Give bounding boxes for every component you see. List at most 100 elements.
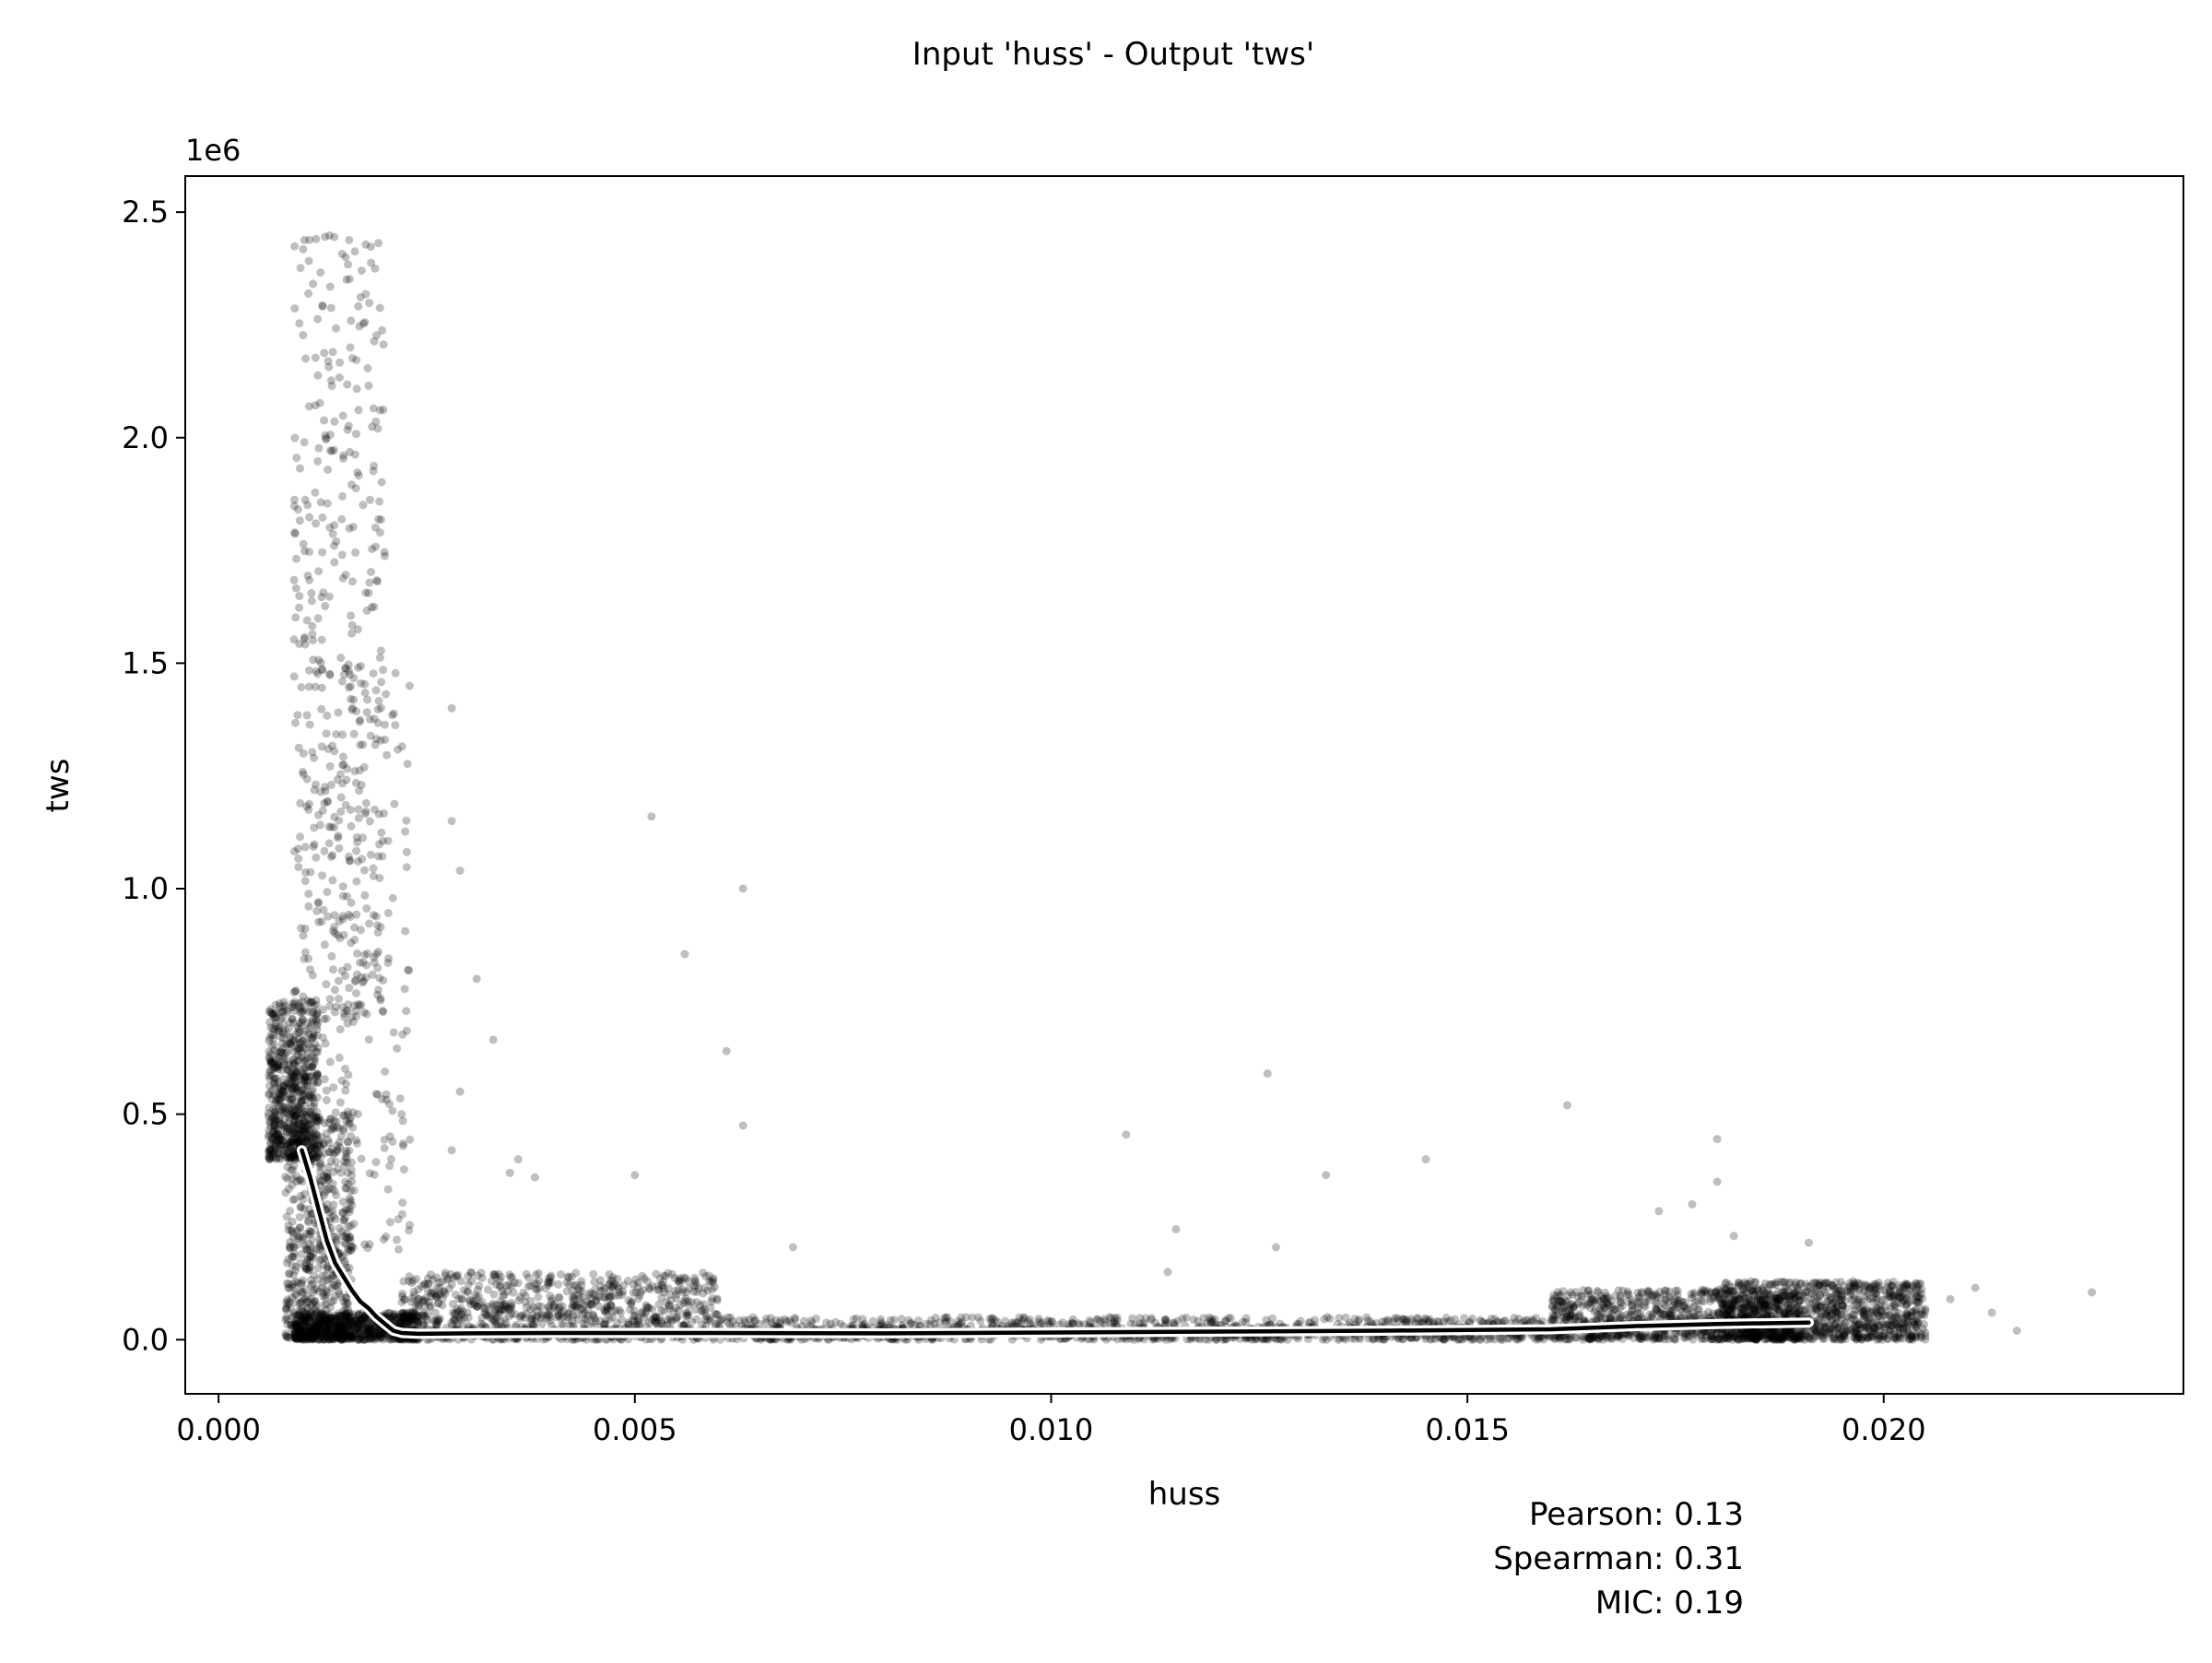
- scatter-point: [271, 1096, 280, 1105]
- scatter-point: [299, 1134, 308, 1143]
- scatter-point: [344, 1234, 353, 1244]
- scatter-point: [310, 1153, 319, 1162]
- scatter-point: [271, 1111, 280, 1120]
- scatter-point: [371, 686, 381, 695]
- scatter-point: [269, 1079, 278, 1088]
- scatter-point: [314, 443, 324, 453]
- scatter-point: [312, 1069, 321, 1079]
- scatter-point: [320, 348, 329, 358]
- scatter-point: [294, 1044, 303, 1053]
- scatter-point: [286, 1038, 294, 1047]
- scatter-point: [289, 1252, 299, 1261]
- scatter-point: [588, 1310, 597, 1319]
- scatter-point: [307, 596, 316, 606]
- scatter-point: [279, 1029, 288, 1038]
- scatter-point: [278, 1140, 288, 1150]
- scatter-point: [316, 268, 325, 277]
- scatter-point: [286, 1244, 295, 1253]
- scatter-point: [339, 1111, 347, 1120]
- scatter-point: [338, 411, 347, 420]
- scatter-point: [293, 1022, 301, 1032]
- scatter-point: [330, 1186, 339, 1196]
- scatter-point: [492, 1320, 501, 1329]
- scatter-point: [362, 708, 371, 717]
- scatter-point: [385, 1162, 394, 1171]
- scatter-point: [302, 1076, 312, 1085]
- scatter-point: [308, 1228, 316, 1236]
- scatter-point: [394, 1244, 403, 1254]
- scatter-point: [370, 336, 379, 346]
- scatter-point: [282, 1125, 291, 1134]
- scatter-point: [347, 1012, 357, 1021]
- scatter-point: [308, 1125, 316, 1134]
- scatter-point: [352, 910, 361, 919]
- scatter-point: [380, 1144, 389, 1152]
- scatter-point: [961, 1313, 971, 1322]
- scatter-point: [358, 855, 367, 864]
- scatter-point: [317, 1133, 326, 1142]
- scatter-point: [277, 1066, 287, 1075]
- scatter-point: [307, 1102, 316, 1111]
- scatter-point: [265, 1145, 275, 1154]
- scatter-point: [290, 1154, 300, 1163]
- scatter-point: [537, 1319, 547, 1328]
- scatter-point: [1493, 1317, 1501, 1327]
- scatter-point: [291, 1083, 300, 1092]
- scatter-point: [265, 1139, 275, 1149]
- scatter-point: [278, 1136, 288, 1145]
- scatter-point: [557, 1270, 566, 1279]
- scatter-point: [293, 505, 302, 514]
- scatter-point: [376, 923, 385, 932]
- scatter-point: [275, 1022, 284, 1032]
- scatter-point: [348, 1319, 358, 1328]
- scatter-point: [313, 1018, 323, 1027]
- scatter-point: [305, 666, 313, 675]
- scatter-point: [354, 663, 363, 672]
- scatter-point: [312, 1146, 322, 1155]
- scatter-point: [352, 430, 360, 439]
- scatter-point: [288, 1253, 297, 1262]
- scatter-point: [265, 1074, 275, 1083]
- scatter-point: [279, 1092, 288, 1102]
- scatter-point: [313, 1070, 323, 1079]
- scatter-point: [329, 965, 337, 974]
- scatter-point: [344, 1138, 353, 1147]
- scatter-point: [285, 1061, 294, 1070]
- scatter-point: [265, 1081, 274, 1091]
- scatter-point: [276, 1008, 285, 1017]
- scatter-point: [291, 1320, 300, 1329]
- scatter-point: [293, 1062, 302, 1071]
- scatter-point: [291, 1298, 300, 1307]
- scatter-point: [271, 1115, 280, 1125]
- scatter-point: [299, 1044, 308, 1053]
- scatter-point: [282, 1006, 291, 1015]
- scatter-point: [265, 1126, 274, 1135]
- scatter-point: [311, 1055, 320, 1064]
- scatter-point: [335, 1098, 345, 1107]
- scatter-point: [289, 1122, 299, 1130]
- scatter-point: [312, 1113, 320, 1121]
- scatter-point: [279, 1109, 288, 1118]
- scatter-point: [288, 1129, 297, 1138]
- scatter-point: [355, 717, 364, 726]
- scatter-point: [312, 780, 320, 789]
- scatter-point: [369, 669, 378, 678]
- scatter-point: [375, 874, 384, 882]
- scatter-point: [554, 1311, 563, 1320]
- scatter-point: [327, 852, 335, 861]
- scatter-point: [313, 371, 323, 380]
- scatter-point: [1505, 1334, 1514, 1343]
- scatter-point: [283, 1065, 292, 1074]
- scatter-point: [305, 575, 314, 584]
- scatter-point: [289, 575, 299, 584]
- scatter-point: [338, 573, 347, 583]
- scatter-point: [294, 743, 303, 752]
- scatter-point: [267, 1132, 276, 1141]
- scatter-point: [288, 1093, 297, 1103]
- scatter-point: [377, 478, 386, 487]
- scatter-point: [335, 358, 345, 367]
- scatter-point: [308, 997, 317, 1007]
- scatter-point: [288, 1128, 298, 1138]
- scatter-point: [364, 381, 373, 390]
